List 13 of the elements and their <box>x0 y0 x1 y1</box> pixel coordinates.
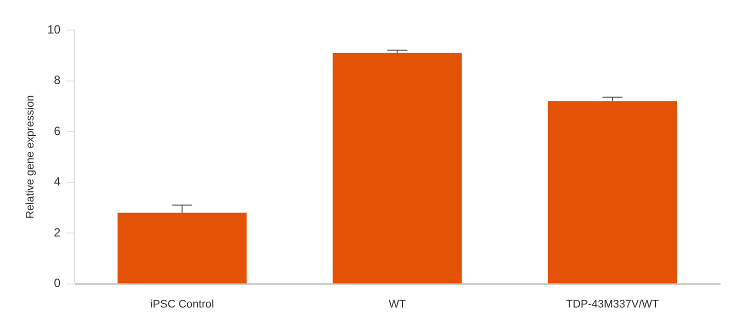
y-tick-label: 6 <box>54 124 61 138</box>
bar <box>332 52 462 284</box>
y-axis-title: Relative gene expression <box>24 95 37 219</box>
bar <box>548 101 677 284</box>
x-tick-label: iPSC Control <box>150 298 214 310</box>
y-tick-label: 2 <box>54 225 61 240</box>
x-tick-label: TDP-43M337V/WT <box>566 298 660 310</box>
bar <box>118 212 247 284</box>
y-tick-label: 0 <box>54 276 61 290</box>
y-tick-label: 4 <box>54 174 61 189</box>
y-tick-label: 10 <box>47 22 61 36</box>
x-tick-label: WT <box>388 298 406 310</box>
y-tick-label: 8 <box>54 73 61 88</box>
